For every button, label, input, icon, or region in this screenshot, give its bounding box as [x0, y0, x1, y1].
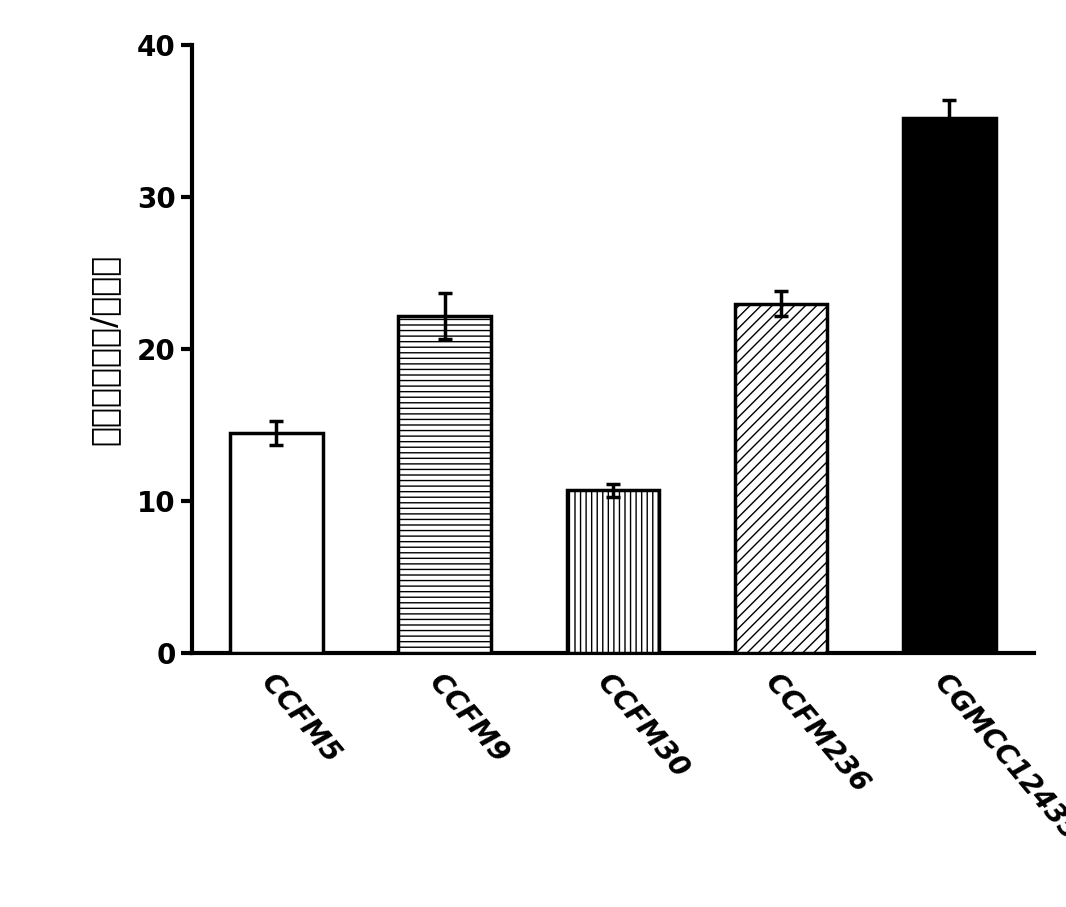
- Bar: [230, 433, 323, 653]
- Bar: [567, 491, 659, 653]
- Bar: [399, 316, 491, 653]
- Bar: [734, 304, 827, 653]
- Y-axis label: 黏附菌数（个/细胞）: 黏附菌数（个/细胞）: [87, 254, 120, 444]
- Bar: [903, 118, 996, 653]
